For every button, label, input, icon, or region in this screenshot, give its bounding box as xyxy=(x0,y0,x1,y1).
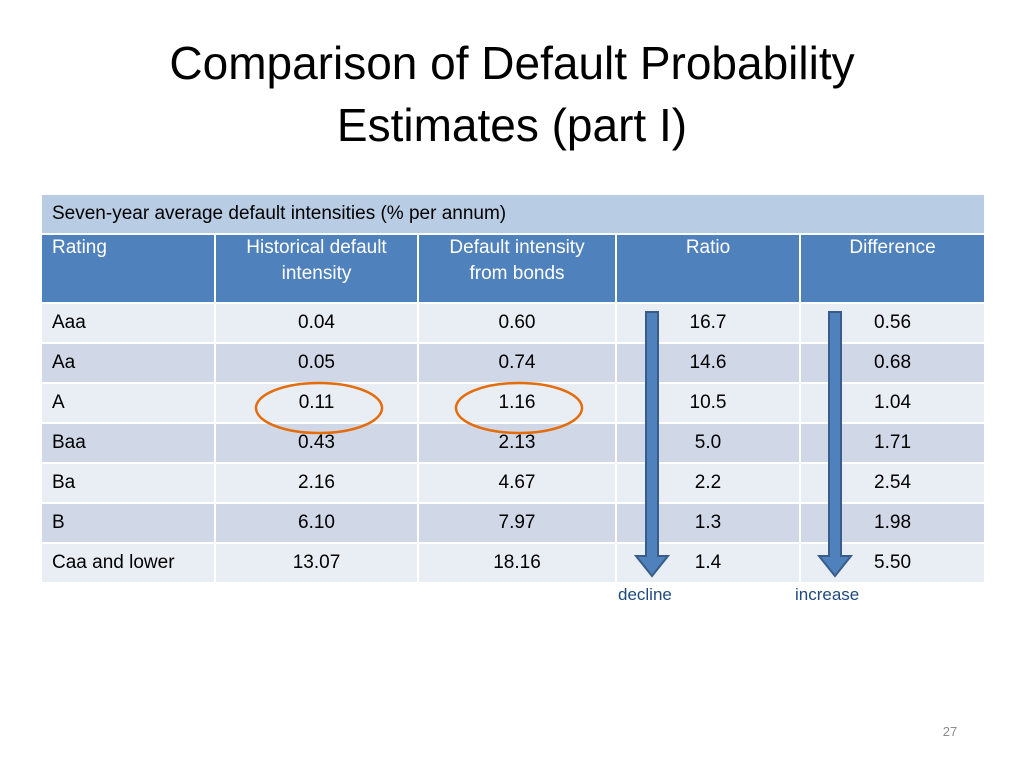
difference-cell: 0.68 xyxy=(798,342,987,384)
difference-cell: 0.56 xyxy=(798,302,987,344)
table-row: B 6.10 7.97 1.3 1.98 xyxy=(40,502,987,544)
difference-cell: 1.98 xyxy=(798,502,987,544)
table-row: A 0.11 1.16 10.5 1.04 xyxy=(40,382,987,424)
bonds-cell: 0.60 xyxy=(417,302,617,344)
table-row: Ba 2.16 4.67 2.2 2.54 xyxy=(40,462,987,504)
table-header-row: Rating Historical default intensity Defa… xyxy=(40,233,987,304)
rating-cell: B xyxy=(40,502,216,544)
difference-cell: 1.04 xyxy=(798,382,987,424)
table-row: Aaa 0.04 0.60 16.7 0.56 xyxy=(40,302,987,344)
slide-title: Comparison of Default Probability Estima… xyxy=(60,32,964,156)
bonds-cell: 0.74 xyxy=(417,342,617,384)
bonds-cell: 2.13 xyxy=(417,422,617,464)
historical-cell: 13.07 xyxy=(214,542,419,584)
ratio-cell: 5.0 xyxy=(615,422,801,464)
rating-cell: A xyxy=(40,382,216,424)
ratio-cell: 16.7 xyxy=(615,302,801,344)
header-default-intensity-from-bonds: Default intensity from bonds xyxy=(417,233,617,304)
ratio-cell: 14.6 xyxy=(615,342,801,384)
default-intensity-table: Seven-year average default intensities (… xyxy=(39,193,987,584)
table-caption-row: Seven-year average default intensities (… xyxy=(39,193,987,235)
table-row: Caa and lower 13.07 18.16 1.4 5.50 xyxy=(40,542,987,584)
historical-cell: 6.10 xyxy=(214,502,419,544)
header-historical-default-intensity: Historical default intensity xyxy=(214,233,419,304)
rating-cell: Aa xyxy=(40,342,216,384)
difference-cell: 2.54 xyxy=(798,462,987,504)
header-difference: Difference xyxy=(798,233,987,304)
slide-title-line-1: Comparison of Default Probability xyxy=(169,37,855,89)
rating-cell: Baa xyxy=(40,422,216,464)
bonds-cell: 7.97 xyxy=(417,502,617,544)
historical-cell: 2.16 xyxy=(214,462,419,504)
bonds-cell: 4.67 xyxy=(417,462,617,504)
header-ratio: Ratio xyxy=(615,233,801,304)
bonds-cell: 1.16 xyxy=(417,382,617,424)
historical-cell: 0.04 xyxy=(214,302,419,344)
table-caption: Seven-year average default intensities (… xyxy=(39,193,987,235)
bonds-cell: 18.16 xyxy=(417,542,617,584)
ratio-cell: 1.4 xyxy=(615,542,801,584)
difference-cell: 1.71 xyxy=(798,422,987,464)
historical-cell: 0.43 xyxy=(214,422,419,464)
historical-cell: 0.11 xyxy=(214,382,419,424)
ratio-cell: 1.3 xyxy=(615,502,801,544)
decline-label: decline xyxy=(618,585,672,604)
ratio-cell: 10.5 xyxy=(615,382,801,424)
difference-cell: 5.50 xyxy=(798,542,987,584)
rating-cell: Aaa xyxy=(40,302,216,344)
historical-cell: 0.05 xyxy=(214,342,419,384)
increase-label: increase xyxy=(795,585,860,604)
ratio-cell: 2.2 xyxy=(615,462,801,504)
rating-cell: Caa and lower xyxy=(40,542,216,584)
slide-title-line-2: Estimates (part I) xyxy=(336,99,688,151)
header-rating: Rating xyxy=(40,233,216,304)
table-row: Baa 0.43 2.13 5.0 1.71 xyxy=(40,422,987,464)
page-number: 27 xyxy=(942,724,958,739)
rating-cell: Ba xyxy=(40,462,216,504)
table-row: Aa 0.05 0.74 14.6 0.68 xyxy=(40,342,987,384)
